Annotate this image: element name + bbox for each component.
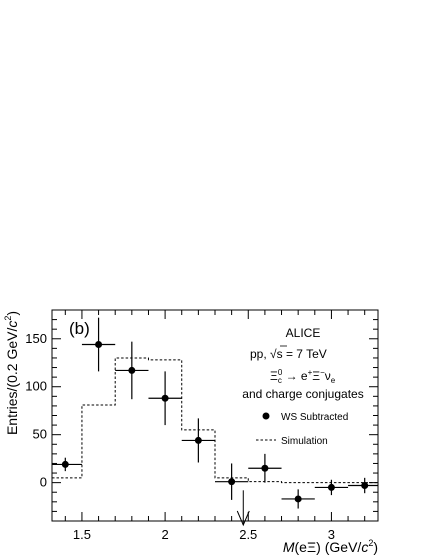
- arrow-head: [236, 510, 250, 527]
- x-axis-label: M(eΞ) (GeV/c2): [283, 538, 378, 555]
- x-tick-label: 1.5: [73, 527, 91, 542]
- data-point: [115, 341, 149, 400]
- point-marker: [194, 436, 202, 444]
- annotation-experiment: ALICE: [286, 326, 321, 340]
- point-marker: [161, 394, 169, 402]
- x-tick-label: 2.5: [239, 527, 257, 542]
- legend-data-label: WS Subtracted: [281, 412, 348, 423]
- data-point: [148, 371, 182, 426]
- legend: WS Subtracted Simulation: [256, 412, 348, 447]
- data-point: [281, 489, 315, 509]
- data-point: [314, 479, 349, 496]
- point-marker: [361, 482, 369, 490]
- point-marker: [61, 460, 69, 468]
- point-marker: [95, 341, 103, 349]
- annotation-energy: pp, √s = 7 TeV: [250, 347, 327, 361]
- mass-arrow: [236, 490, 250, 527]
- point-marker: [294, 495, 302, 503]
- legend-sim-label: Simulation: [281, 436, 328, 447]
- annotation-decay: Ξc0 → e+Ξ−νe: [270, 368, 336, 385]
- y-tick-label: 50: [33, 427, 47, 442]
- legend-data-marker: [262, 412, 270, 420]
- x-tick-label: 2: [161, 527, 168, 542]
- panel-label: (b): [69, 319, 90, 338]
- point-marker: [228, 478, 236, 486]
- point-marker: [261, 464, 269, 472]
- point-marker: [128, 366, 136, 374]
- data-points: [52, 317, 378, 509]
- y-tick-label: 100: [25, 379, 47, 394]
- y-axis-label: Entries/(0.2 GeV/c2): [3, 311, 20, 435]
- data-point: [181, 418, 215, 463]
- y-tick-label: 0: [40, 475, 47, 490]
- data-point: [81, 317, 116, 372]
- y-axis-ticks: 0 50 100 150: [25, 309, 378, 522]
- data-point: [248, 453, 282, 483]
- annotation-block: ALICE pp, √s = 7 TeV Ξc0 → e+Ξ−νe and ch…: [242, 326, 363, 401]
- data-point: [215, 463, 249, 500]
- x-axis-ticks: 1.5 2 2.5 3: [64, 310, 366, 542]
- data-point: [52, 457, 82, 472]
- data-point: [348, 477, 378, 494]
- y-tick-label: 150: [25, 331, 47, 346]
- point-marker: [327, 483, 335, 491]
- annotation-conjugates: and charge conjugates: [242, 387, 363, 401]
- x-tick-label: 3: [328, 527, 335, 542]
